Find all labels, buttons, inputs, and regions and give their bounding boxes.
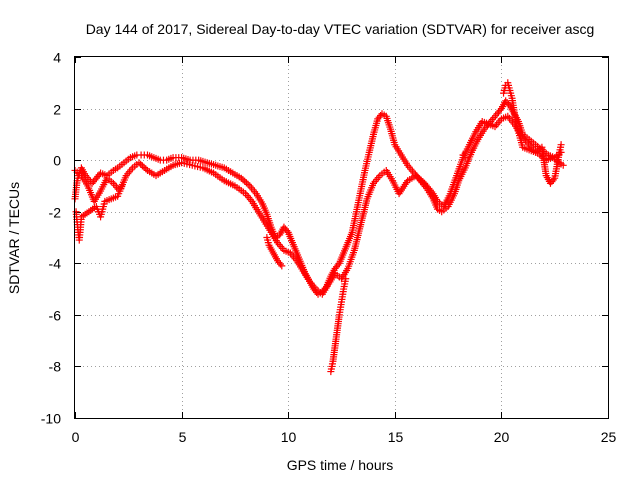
data-point-spike-and-fragments — [276, 260, 284, 268]
data-point-main-track — [334, 261, 342, 269]
data-point-main-track — [241, 177, 249, 185]
data-point-main-track — [237, 174, 245, 182]
data-point-main-track — [242, 179, 250, 187]
data-point-secondary-track — [142, 165, 150, 173]
y-tick-label: -4 — [49, 256, 62, 272]
data-point-spike-and-fragments — [342, 275, 350, 283]
data-point-secondary-track — [419, 178, 427, 186]
x-tick-label: 0 — [72, 429, 80, 445]
data-point-secondary-track — [417, 176, 425, 184]
y-tick-label: 2 — [53, 102, 61, 118]
data-point-main-track — [283, 227, 291, 235]
y-tick-label: -10 — [41, 411, 61, 427]
y-axis-label: SDTVAR / TECUs — [6, 182, 22, 294]
axis-ticks: 0 5 10 15 20 25 -10 -8 -6 -4 -2 0 2 4 — [41, 50, 617, 446]
x-tick-label: 10 — [281, 429, 297, 445]
data-point-main-track — [505, 100, 513, 108]
data-point-secondary-track — [138, 162, 146, 170]
data-point-main-track — [239, 176, 247, 184]
y-tick-label: -2 — [49, 205, 62, 221]
data-point-secondary-track — [414, 173, 422, 181]
y-tick-label: 4 — [53, 50, 61, 66]
data-point-spike-and-fragments — [549, 176, 557, 184]
x-tick-label: 15 — [388, 429, 404, 445]
x-tick-label: 20 — [494, 429, 510, 445]
data-point-secondary-track — [140, 163, 148, 171]
data-point-secondary-track — [428, 188, 436, 196]
y-tick-label: 0 — [53, 153, 61, 169]
x-axis-label: GPS time / hours — [287, 457, 394, 473]
data-marks — [71, 79, 567, 376]
data-point-main-track — [244, 180, 252, 188]
x-tick-label: 25 — [601, 429, 617, 445]
data-point-secondary-track — [416, 175, 424, 183]
data-point-spike-and-fragments — [557, 141, 565, 149]
x-tick-label: 5 — [179, 429, 187, 445]
plot-frame — [74, 56, 609, 419]
grid-lines — [75, 57, 608, 418]
data-point-main-track — [496, 106, 504, 114]
data-point-secondary-track — [412, 172, 420, 180]
y-tick-label: -8 — [49, 359, 62, 375]
data-point-secondary-track — [137, 160, 145, 168]
chart-title: Day 144 of 2017, Sidereal Day-to-day VTE… — [86, 21, 595, 37]
data-point-spike-and-fragments — [461, 154, 469, 162]
data-point-secondary-track — [135, 159, 143, 167]
data-point-secondary-track — [559, 161, 567, 169]
data-point-spike-and-fragments — [118, 182, 126, 190]
y-tick-label: -6 — [49, 308, 62, 324]
data-point-spike-and-fragments — [278, 262, 286, 270]
